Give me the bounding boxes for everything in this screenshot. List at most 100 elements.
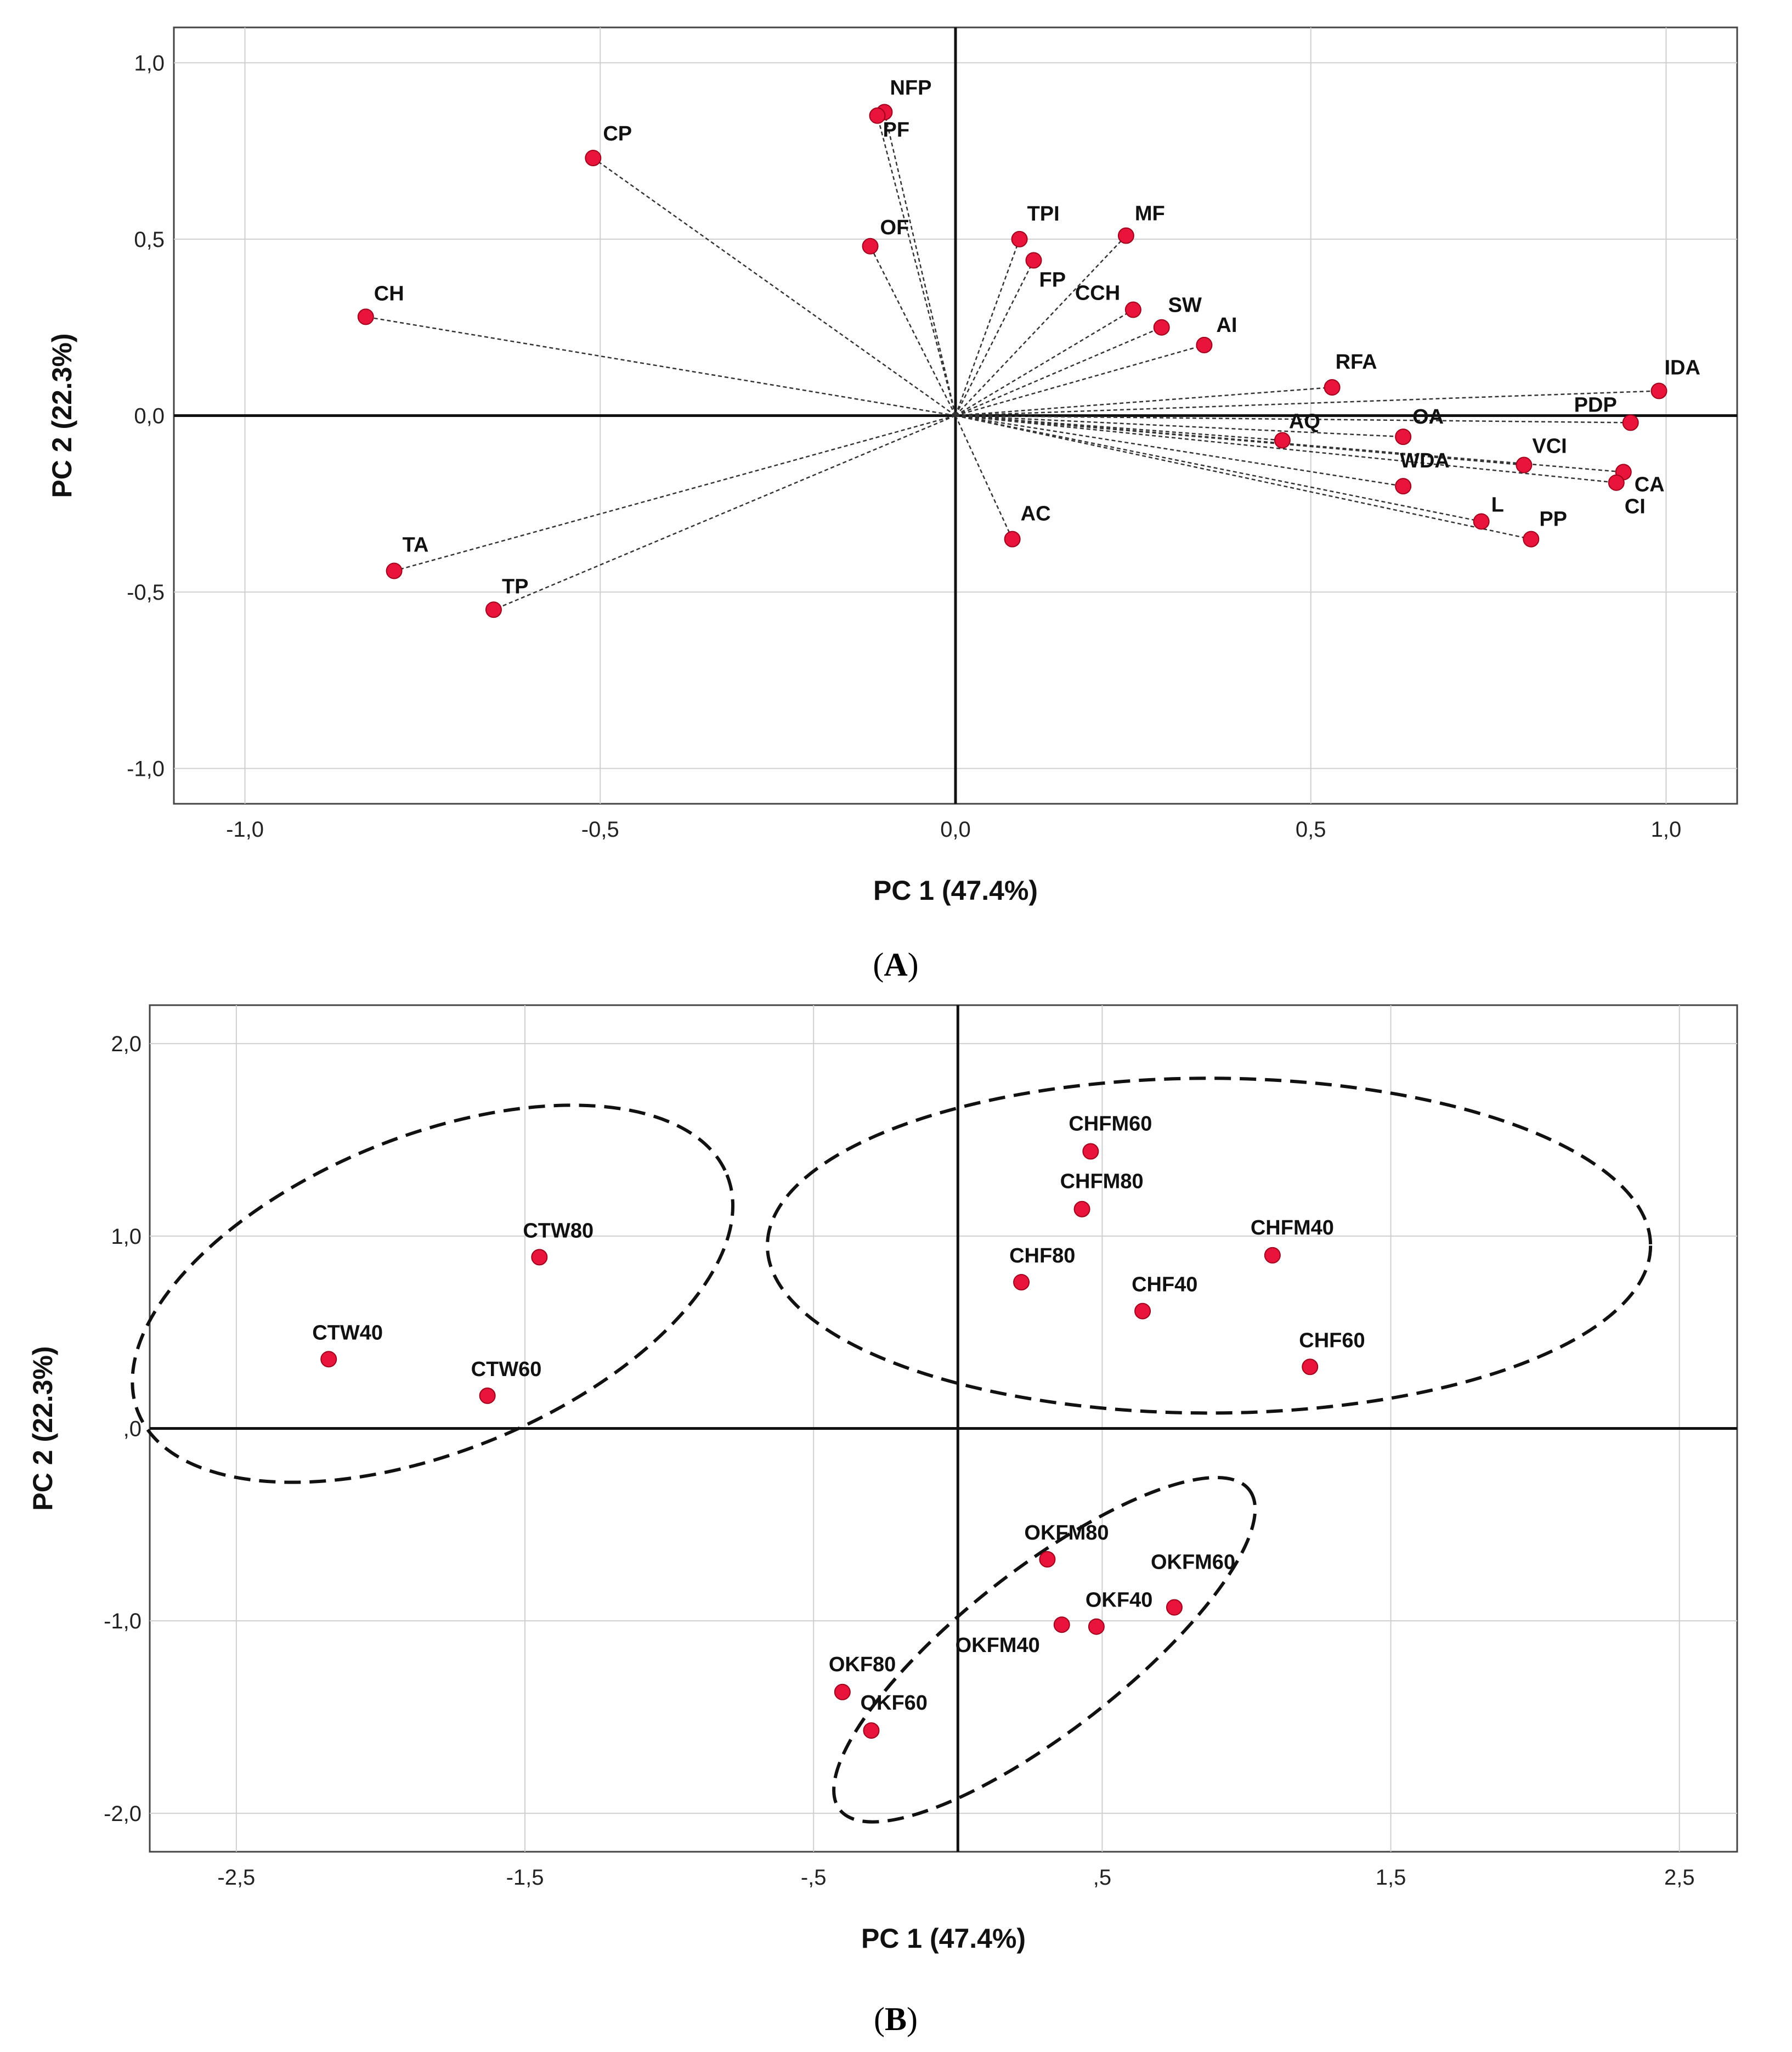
data-point (320, 1351, 337, 1368)
point-label: CA (1635, 473, 1665, 496)
point-label: RFA (1336, 351, 1377, 374)
point-label: CHFM60 (1069, 1113, 1152, 1136)
point-label: CHFM80 (1060, 1170, 1144, 1193)
y-tick-label: -1,0 (104, 1609, 142, 1633)
panel-b-score-plot: -2,5 -1,5 -,5 ,5 1,5 2,5 2,0 1,0 ,0 -1,0 -2,0 PC 1 … (27, 1004, 1738, 1954)
data-point (1117, 227, 1134, 244)
point-label: AI (1216, 314, 1237, 337)
group-ellipse-chf (766, 1076, 1653, 1415)
point-label: OKFM60 (1151, 1551, 1235, 1574)
loading-vector (955, 415, 1404, 487)
point-label: TA (403, 534, 429, 557)
loading-vector (493, 415, 956, 611)
point-label: CP (603, 122, 632, 145)
data-point (862, 238, 879, 255)
loading-vector (955, 235, 1127, 416)
data-point (1274, 432, 1291, 449)
point-label: OKF60 (860, 1692, 927, 1715)
y-tick-label: 1,0 (111, 1225, 142, 1249)
loading-vector (955, 415, 1482, 522)
y-tick-label: 1,0 (134, 51, 165, 75)
y-tick-label: 0,5 (134, 228, 165, 252)
data-point (1039, 1551, 1056, 1568)
data-point (1004, 531, 1021, 548)
data-point (1196, 336, 1213, 353)
point-label: CTW40 (312, 1321, 383, 1344)
data-point (1053, 1616, 1070, 1633)
point-label: OKF40 (1086, 1589, 1152, 1612)
point-label: NFP (890, 76, 931, 99)
data-point (863, 1722, 880, 1739)
point-label: L (1491, 493, 1504, 516)
x-tick-label: 2,5 (1664, 1865, 1695, 1890)
x-tick-label: -2,5 (217, 1865, 255, 1890)
loading-vector (955, 344, 1205, 416)
panel-a-caption: (A) (873, 946, 918, 983)
point-label: OA (1412, 405, 1444, 429)
loading-vector (955, 415, 1531, 540)
loading-vector (877, 115, 957, 416)
point-label: OF (880, 216, 909, 239)
x-axis-title: PC 1 (47.4%) (873, 875, 1038, 906)
point-label: AQ (1289, 410, 1320, 433)
loading-vector (955, 390, 1659, 416)
x-tick-label: ,5 (1093, 1865, 1111, 1890)
group-ellipse-okf (832, 1475, 1257, 1824)
point-label: PP (1539, 508, 1567, 531)
loading-vector (869, 246, 957, 416)
data-point (1011, 230, 1028, 247)
data-point (1134, 1303, 1151, 1320)
loading-vector (884, 112, 957, 416)
point-label: CI (1625, 495, 1646, 518)
x-tick-label: 0,0 (940, 818, 971, 842)
data-point (834, 1683, 851, 1700)
loading-vector (955, 326, 1162, 416)
data-point (1153, 319, 1170, 336)
data-point (485, 601, 502, 618)
data-point (1166, 1599, 1183, 1616)
data-point (357, 308, 374, 325)
y-axis-title: PC 2 (22.3%) (47, 333, 77, 498)
point-label: TP (502, 575, 529, 598)
data-point (1622, 414, 1639, 431)
x-tick-label: -0,5 (581, 818, 619, 842)
point-label: MF (1135, 202, 1165, 225)
point-label: OKF80 (829, 1653, 896, 1676)
y-axis-title: PC 2 (22.3%) (27, 1346, 58, 1510)
x-tick-label: 1,0 (1651, 818, 1682, 842)
point-label: CTW60 (471, 1358, 542, 1381)
y-tick-label: -2,0 (104, 1802, 142, 1826)
y-tick-label: -0,5 (127, 580, 165, 605)
point-label: AC (1021, 503, 1051, 526)
loading-vector (955, 415, 1631, 424)
x-tick-label: -1,5 (506, 1865, 544, 1890)
point-label: CH (374, 282, 404, 305)
data-point (1088, 1618, 1105, 1635)
y-tick-label: 0,0 (134, 404, 165, 429)
point-label: FP (1039, 269, 1066, 292)
x-tick-label: -,5 (801, 1865, 827, 1890)
loading-vector (954, 415, 1013, 540)
group-ellipse-ctw (131, 1103, 735, 1484)
data-point (1073, 1200, 1090, 1217)
point-label: TPI (1027, 202, 1060, 226)
data-point (479, 1387, 496, 1404)
x-tick-label: -1,0 (226, 818, 264, 842)
data-point (585, 149, 602, 166)
loading-vector (954, 260, 1035, 416)
point-label: CTW80 (523, 1219, 593, 1242)
point-label: OKFM80 (1024, 1521, 1109, 1544)
y-tick-label: -1,0 (127, 757, 165, 781)
point-label: SW (1168, 294, 1202, 317)
data-point (531, 1249, 548, 1266)
loading-vector (955, 415, 1616, 483)
point-label: IDA (1665, 356, 1700, 379)
data-point (1082, 1143, 1099, 1160)
data-point (1395, 429, 1412, 446)
data-point (1302, 1358, 1319, 1375)
loading-vector (592, 157, 956, 416)
data-point (1025, 252, 1042, 269)
point-label: OKFM40 (956, 1634, 1040, 1657)
